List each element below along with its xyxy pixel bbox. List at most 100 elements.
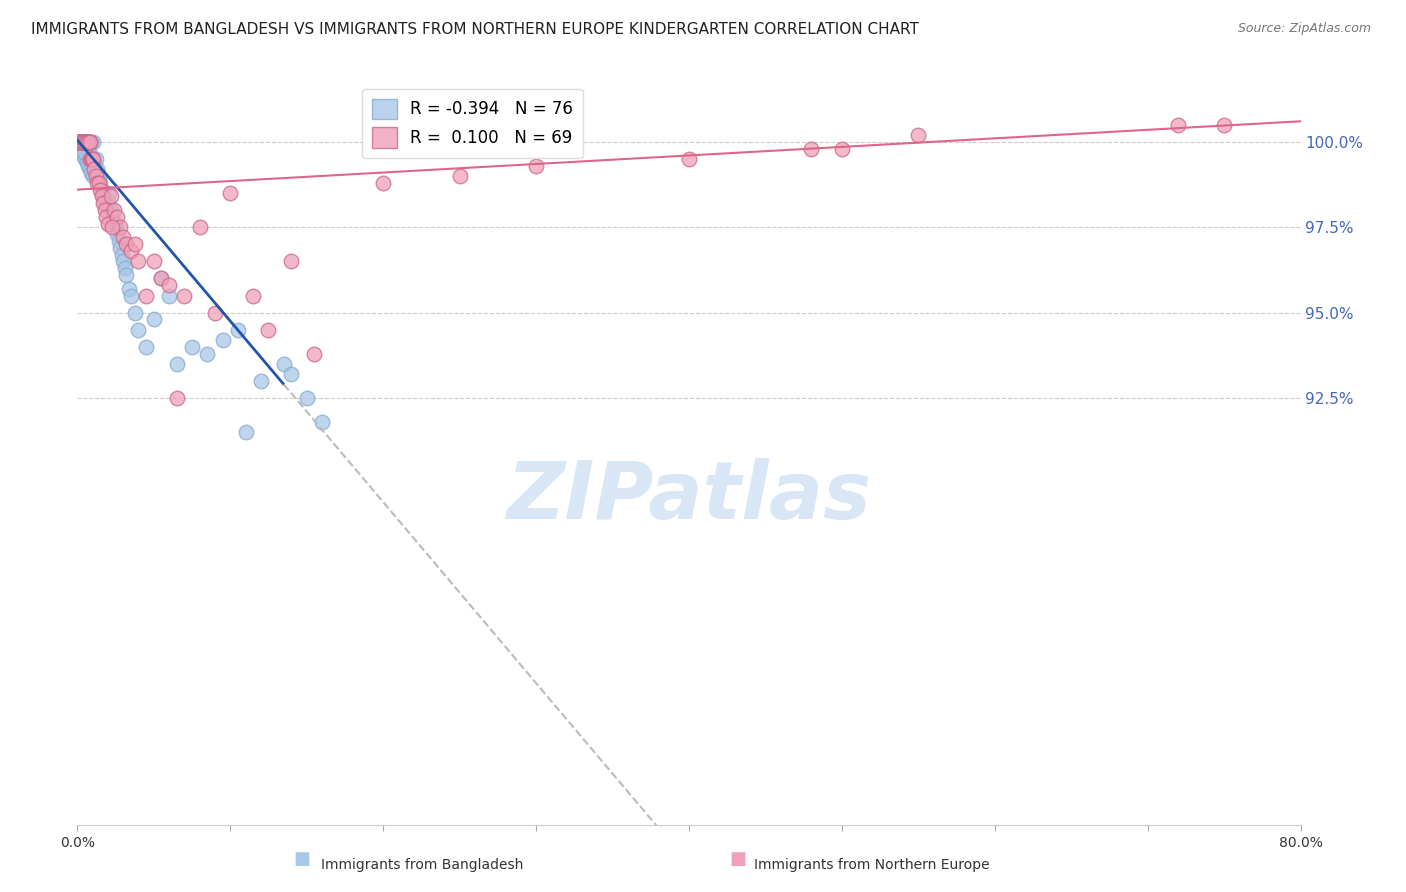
Point [96,210,118,224]
Text: ZIPatlas: ZIPatlas [506,458,872,536]
Point [111,247,134,261]
Point [72,135,94,149]
Point [295,391,318,405]
Point [82,152,104,166]
Point [104,220,127,235]
Point [94,196,117,211]
Text: Immigrants from Northern Europe: Immigrants from Northern Europe [754,858,990,872]
Point [257,323,280,337]
Point [166,391,188,405]
Point [67,135,90,149]
Point [181,340,204,354]
Point [77,135,100,149]
Point [67,135,90,149]
Point [103,203,125,218]
Point [86,162,108,177]
Point [101,210,124,224]
Point [157,288,180,302]
Point [77,145,100,159]
Point [89,183,111,197]
Point [800,142,823,156]
Point [79,135,101,149]
Point [80,165,103,179]
Point [120,288,142,302]
Point [69,142,91,156]
Point [1167,118,1189,132]
Point [226,323,249,337]
Point [97,217,120,231]
Point [75,135,97,149]
Point [69,135,91,149]
Point [67,135,90,149]
Point [76,135,98,149]
Point [67,135,90,149]
Point [69,135,91,149]
Point [371,176,394,190]
Point [67,135,90,149]
Point [89,176,111,190]
Point [76,155,98,169]
Point [107,234,129,248]
Text: ■: ■ [730,850,747,868]
Point [70,135,93,149]
Point [142,254,165,268]
Point [79,162,101,177]
Point [94,203,117,218]
Point [304,346,326,360]
Point [124,237,146,252]
Text: Source: ZipAtlas.com: Source: ZipAtlas.com [1237,22,1371,36]
Point [280,367,302,381]
Point [76,135,98,149]
Point [135,288,157,302]
Point [69,135,91,149]
Point [83,162,105,177]
Point [87,176,110,190]
Point [449,169,471,183]
Point [120,244,142,259]
Point [73,135,96,149]
Point [70,135,93,149]
Point [69,135,91,149]
Point [105,227,128,241]
Point [524,159,547,173]
Point [204,305,226,319]
Point [118,282,141,296]
Point [79,148,101,162]
Point [211,333,233,347]
Point [73,135,96,149]
Point [195,346,218,360]
Point [100,203,122,218]
Point [135,340,157,354]
Point [188,220,211,235]
Point [77,135,100,149]
Point [73,135,96,149]
Point [105,210,128,224]
Point [831,142,853,156]
Point [311,415,333,429]
Point [103,217,125,231]
Point [108,220,131,235]
Point [114,261,136,276]
Point [70,135,93,149]
Point [142,312,165,326]
Point [112,254,135,268]
Point [87,169,110,183]
Point [80,135,103,149]
Point [97,196,120,211]
Point [678,152,700,166]
Point [72,148,94,162]
Point [101,220,124,235]
Point [82,152,104,166]
Point [273,357,295,371]
Point [127,254,149,268]
Text: ■: ■ [294,850,311,868]
Point [242,288,264,302]
Text: Immigrants from Bangladesh: Immigrants from Bangladesh [321,858,523,872]
Point [1213,118,1236,132]
Point [70,135,93,149]
Point [76,142,98,156]
Point [72,135,94,149]
Point [84,169,107,183]
Point [157,278,180,293]
Point [77,135,100,149]
